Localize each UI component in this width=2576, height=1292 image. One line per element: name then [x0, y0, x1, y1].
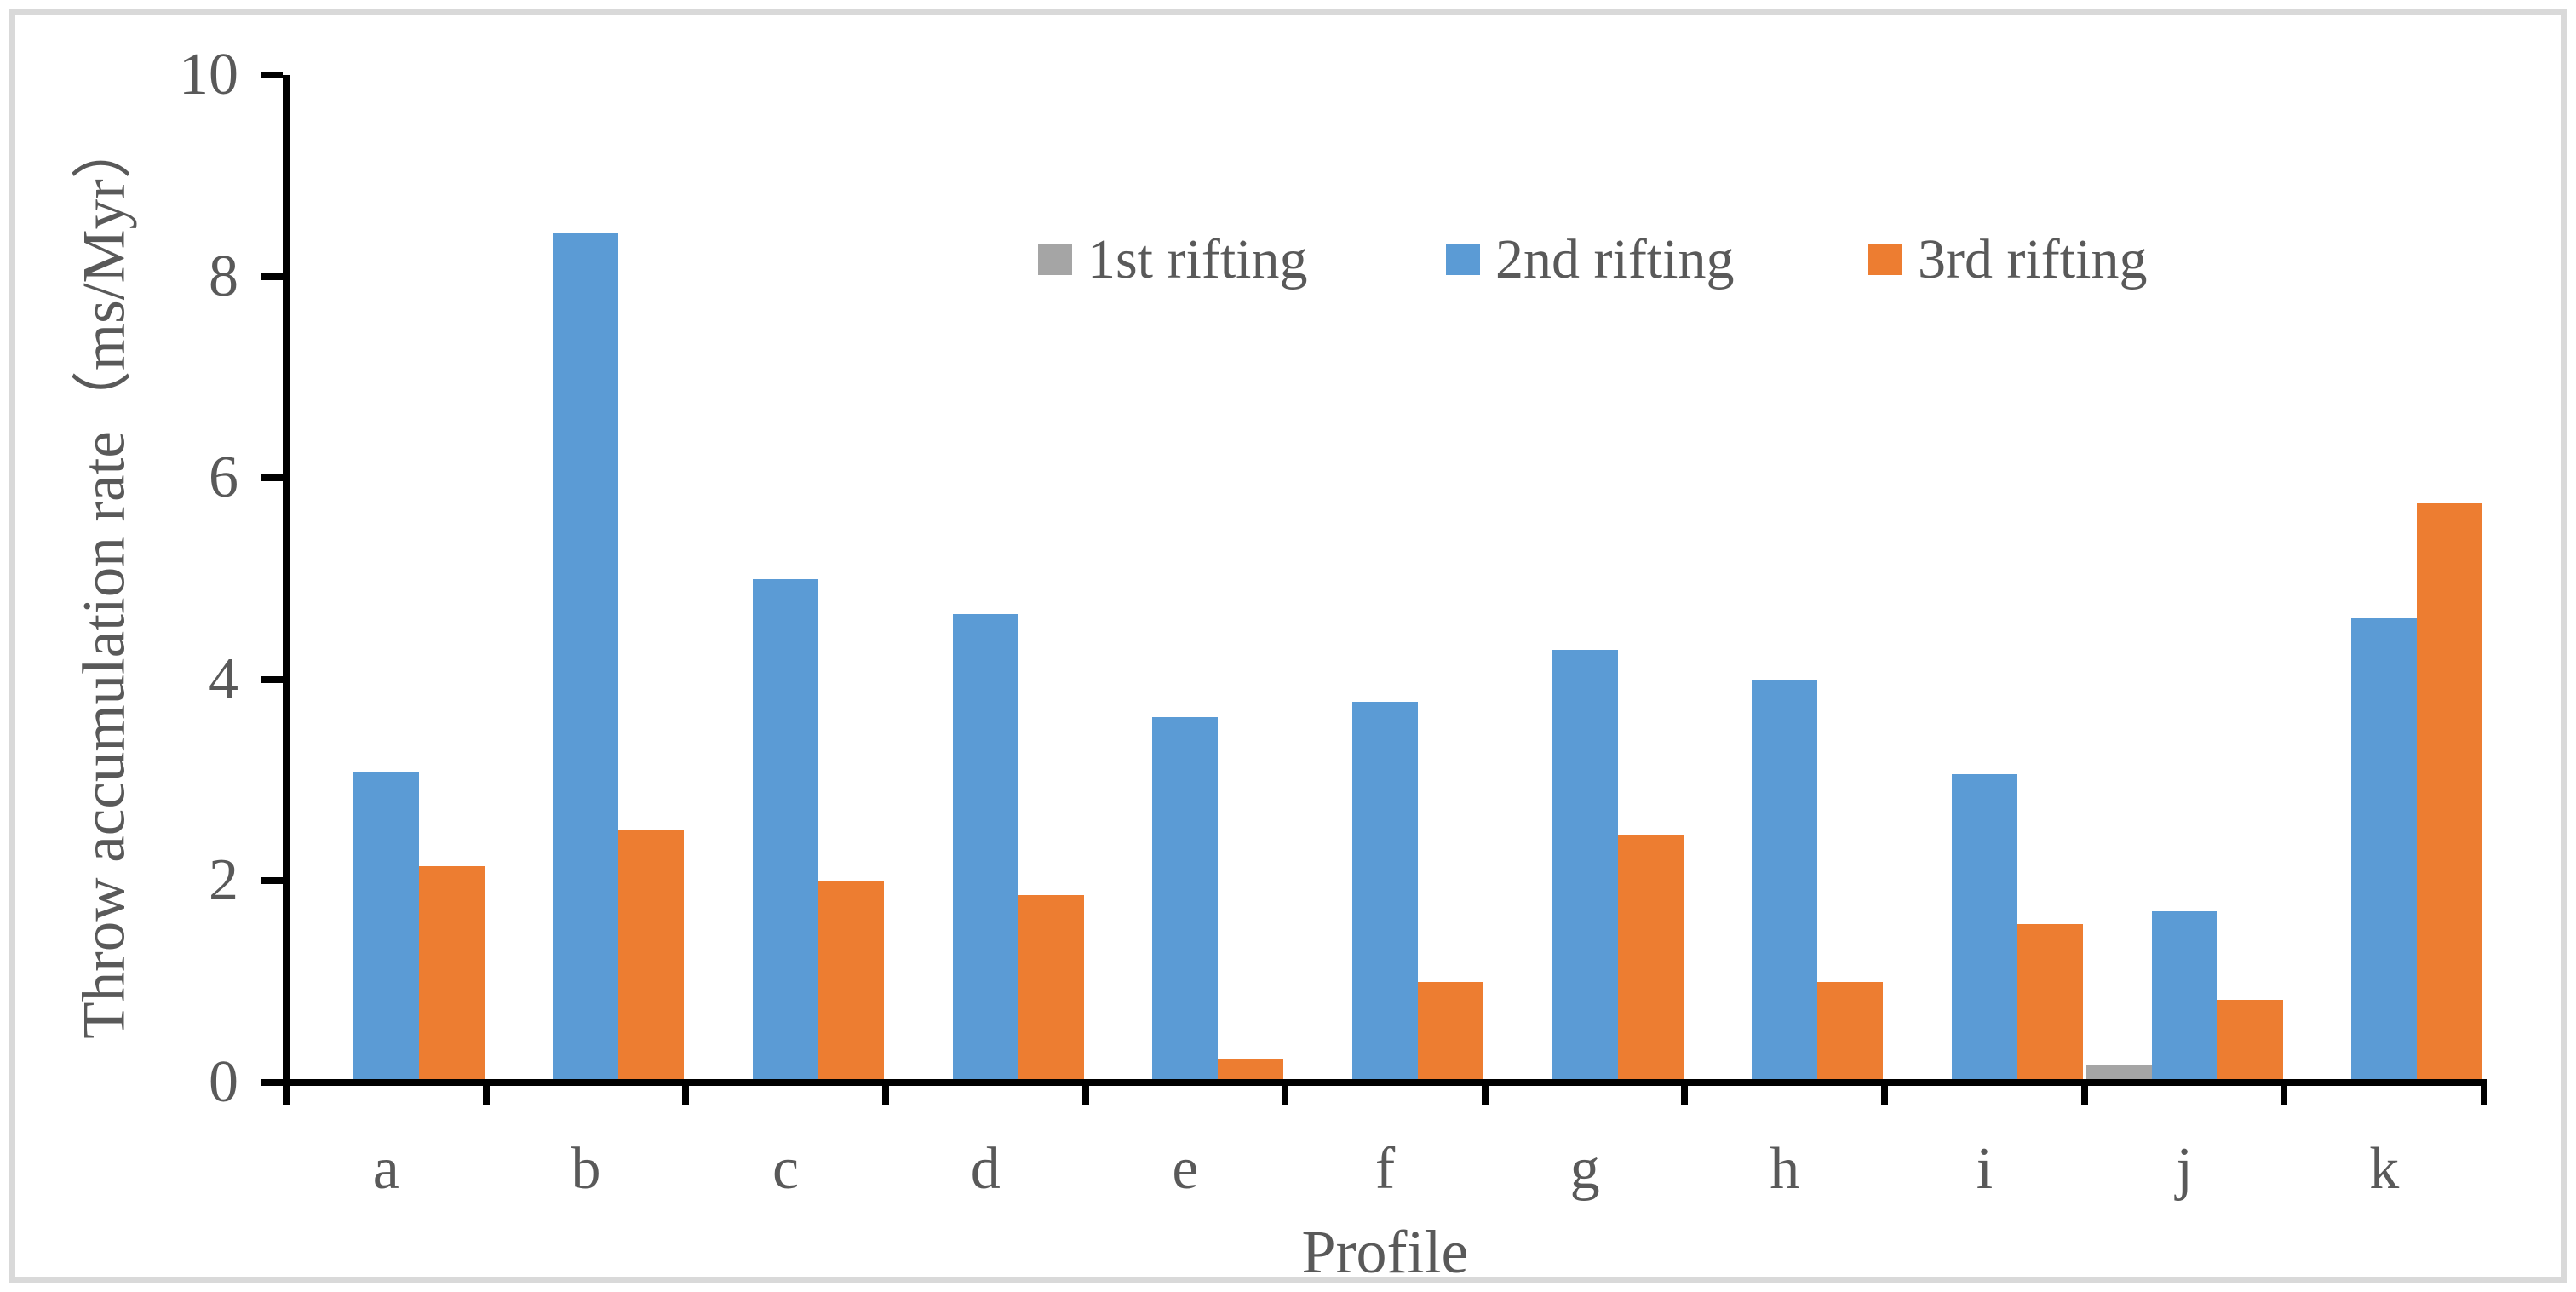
legend-entry-3rd: 3rd rifting	[1868, 232, 2147, 288]
bar-f-3rd	[1418, 981, 1484, 1079]
bar-c-2nd	[753, 578, 819, 1079]
y-axis-tick	[261, 474, 283, 482]
y-axis-tick	[261, 273, 283, 280]
bar-d-3rd	[1018, 894, 1084, 1079]
legend-entry-1st: 1st rifting	[1038, 232, 1308, 288]
x-axis-tick	[1081, 1086, 1089, 1105]
y-axis-tick-label: 2	[209, 847, 238, 914]
bar-e-2nd	[1152, 716, 1219, 1079]
y-axis-tick	[261, 1079, 283, 1086]
x-category-label: i	[1976, 1136, 1994, 1202]
legend-label: 3rd rifting	[1918, 228, 2148, 290]
y-axis-title: Throw accumulation rate（ms/Myr）	[71, 118, 138, 1039]
x-axis-title: Profile	[1301, 1218, 1469, 1286]
bar-b-3rd	[618, 830, 685, 1079]
bar-b-2nd	[553, 233, 619, 1079]
x-category-label: b	[571, 1136, 601, 1202]
x-axis-tick	[1481, 1086, 1489, 1105]
x-axis-tick	[682, 1086, 690, 1105]
y-axis-tick-label: 4	[209, 646, 238, 712]
x-axis-tick	[283, 1086, 290, 1105]
x-axis-tick	[2080, 1086, 2088, 1105]
bar-h-3rd	[1817, 981, 1884, 1079]
bar-k-3rd	[2417, 502, 2483, 1079]
bar-e-3rd	[1218, 1059, 1284, 1079]
x-axis-tick	[881, 1086, 889, 1105]
bar-j-1st	[2085, 1064, 2152, 1079]
y-axis-tick	[261, 877, 283, 885]
x-axis-line	[283, 1079, 2488, 1086]
y-axis-tick-label: 6	[209, 445, 238, 511]
x-axis-tick	[1282, 1086, 1289, 1105]
bar-h-2nd	[1752, 679, 1818, 1079]
legend-marker-icon	[1868, 244, 1902, 275]
x-category-label: e	[1172, 1136, 1199, 1202]
y-axis-tick	[261, 675, 283, 683]
y-axis-tick-label: 10	[179, 42, 238, 107]
x-axis-tick	[2281, 1086, 2288, 1105]
bar-a-3rd	[418, 865, 485, 1079]
x-category-label: h	[1770, 1136, 1800, 1202]
bar-c-3rd	[818, 881, 885, 1079]
bar-d-2nd	[952, 613, 1018, 1079]
y-axis-tick	[261, 72, 283, 78]
x-axis-tick	[1881, 1086, 1889, 1105]
legend-marker-icon	[1446, 244, 1480, 275]
bar-j-3rd	[2217, 999, 2283, 1079]
bar-f-2nd	[1352, 701, 1419, 1079]
x-category-label: k	[2369, 1136, 2400, 1202]
y-axis-tick-label: 8	[209, 243, 238, 309]
x-category-label: a	[372, 1136, 399, 1202]
legend-entry-2nd: 2nd rifting	[1446, 232, 1734, 288]
x-category-label: c	[772, 1136, 800, 1202]
bar-k-2nd	[2351, 617, 2418, 1079]
bar-i-3rd	[2017, 924, 2083, 1079]
x-category-label: f	[1374, 1136, 1396, 1202]
legend-marker-icon	[1038, 244, 1072, 275]
x-axis-tick	[482, 1086, 490, 1105]
y-axis-line	[283, 75, 290, 1086]
x-axis-tick	[1681, 1086, 1689, 1105]
bar-i-2nd	[1951, 774, 2017, 1079]
bar-g-2nd	[1552, 650, 1618, 1079]
bar-j-2nd	[2151, 910, 2217, 1079]
legend-label: 1st rifting	[1087, 228, 1308, 290]
x-category-label: j	[2176, 1136, 2193, 1202]
bar-g-3rd	[1617, 834, 1684, 1079]
y-axis-tick-label: 0	[209, 1049, 238, 1115]
x-category-label: d	[970, 1136, 1001, 1202]
x-category-label: g	[1569, 1136, 1600, 1202]
legend-label: 2nd rifting	[1495, 228, 1735, 290]
x-axis-tick	[2481, 1086, 2488, 1105]
bar-a-2nd	[353, 772, 419, 1079]
